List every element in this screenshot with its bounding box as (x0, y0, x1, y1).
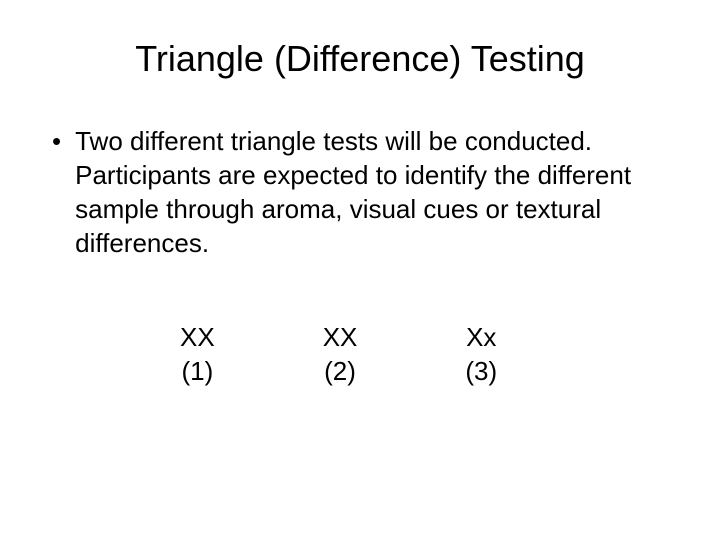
sample-1-num: (1) (180, 354, 215, 388)
bullet-marker: • (52, 124, 61, 158)
slide-container: Triangle (Difference) Testing • Two diff… (0, 0, 720, 540)
sample-1-label: XX (180, 320, 215, 354)
sample-1: XX (1) (180, 320, 215, 388)
sample-3-num: (3) (465, 354, 497, 388)
sample-2: XX (2) (323, 320, 358, 388)
bullet-item: • Two different triangle tests will be c… (40, 124, 680, 260)
slide-title: Triangle (Difference) Testing (40, 38, 680, 80)
samples-row: XX (1) XX (2) Xx (3) (40, 320, 680, 388)
bullet-text: Two different triangle tests will be con… (75, 124, 660, 260)
sample-2-label: XX (323, 320, 358, 354)
sample-2-num: (2) (323, 354, 358, 388)
sample-3: Xx (3) (465, 320, 497, 388)
sample-3-label: Xx (465, 320, 497, 354)
